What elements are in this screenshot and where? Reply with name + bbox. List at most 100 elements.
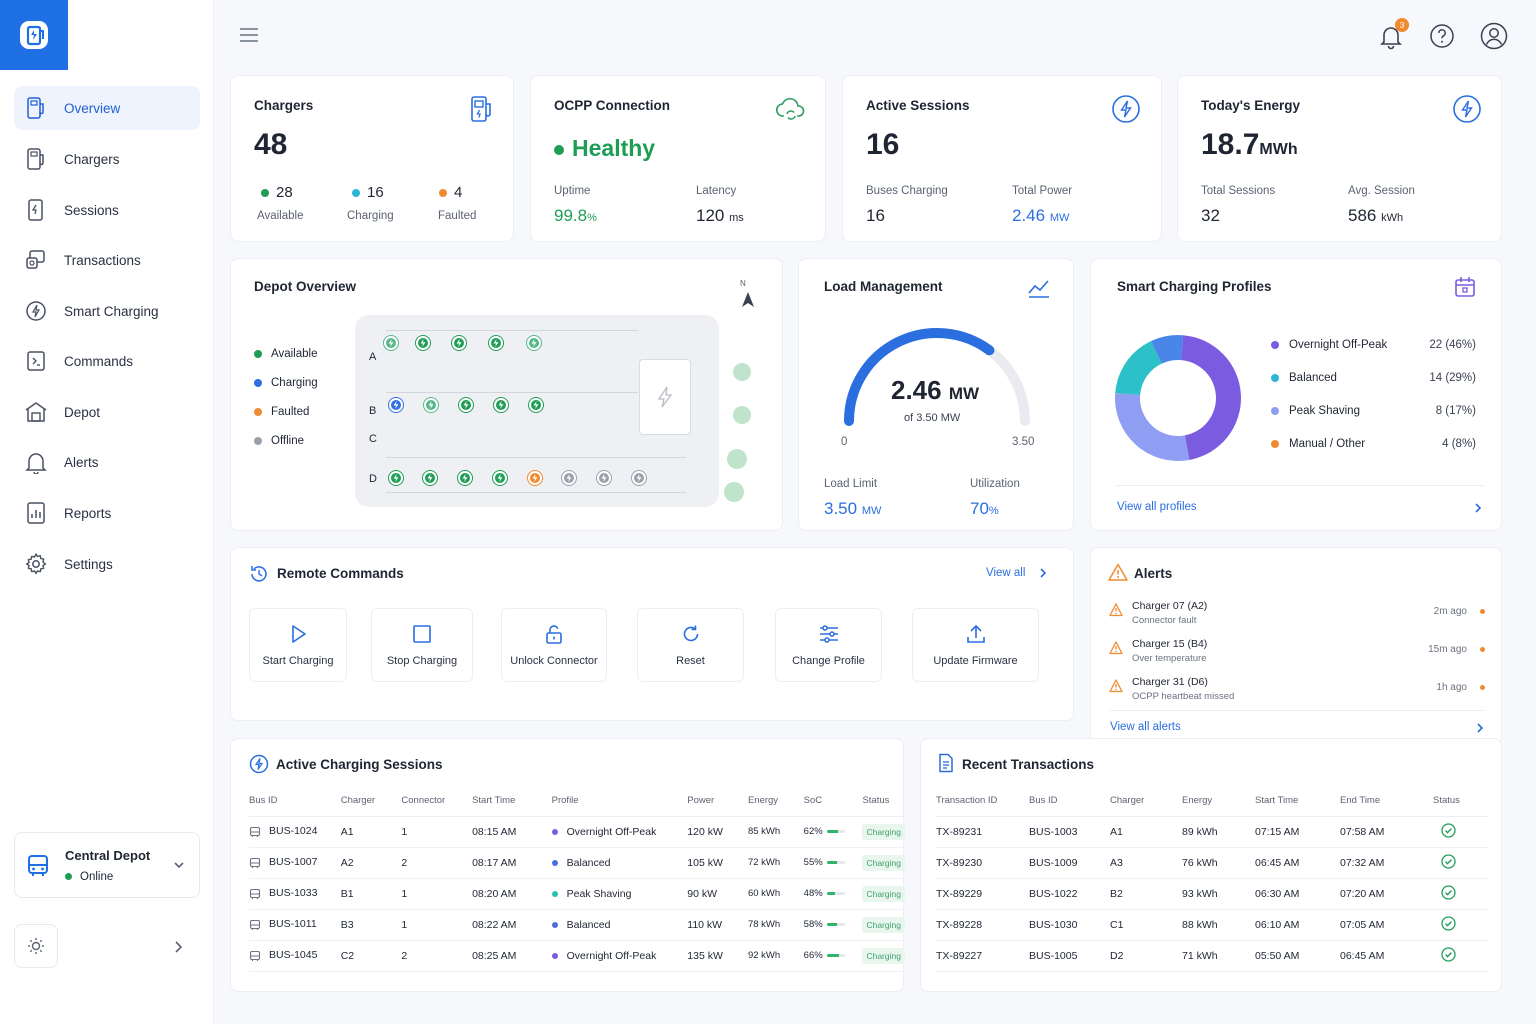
gauge-max-label: 3.50 — [1012, 436, 1035, 448]
status-badge: Charging — [862, 823, 905, 840]
reset-button[interactable]: Reset — [637, 608, 744, 682]
map-line — [386, 392, 638, 393]
charger-marker[interactable] — [597, 471, 611, 485]
todays-energy-card[interactable]: Today's Energy 18.7MWh Total Sessions 32… — [1177, 75, 1502, 242]
start-charging-button[interactable]: Start Charging — [249, 608, 347, 682]
sidebar-item-commands[interactable]: Commands — [14, 339, 200, 383]
chevron-right-icon[interactable] — [1038, 567, 1048, 579]
table-row[interactable]: BUS-1033 B1 1 08:20 AM Peak Shaving 90 kW 60 k… — [249, 878, 905, 910]
commands-icon — [24, 349, 48, 373]
card-title: Remote Commands — [277, 566, 404, 581]
table-row[interactable]: TX-89227 BUS-1005 D2 71 kWh 05:50 AM 06:45 AM — [936, 940, 1488, 972]
charger-marker[interactable] — [493, 471, 507, 485]
alert-item[interactable]: Charger 15 (B4) Over temperature 15m ago — [1109, 638, 1485, 672]
chargers-card[interactable]: Chargers 48 28 Available 16 Charging 4 F… — [230, 75, 514, 242]
stop-charging-button[interactable]: Stop Charging — [371, 608, 473, 682]
soc-bar — [826, 860, 845, 864]
charger-marker[interactable] — [416, 336, 430, 350]
alert-title: Charger 15 (B4) — [1132, 638, 1208, 650]
sidebar-item-transactions[interactable]: Transactions — [14, 238, 200, 282]
sidebar-item-smart-charging[interactable]: Smart Charging — [14, 289, 200, 333]
view-all-commands-link[interactable]: View all — [986, 567, 1026, 579]
table-row[interactable]: TX-89228 BUS-1030 C1 88 kWh 06:10 AM 07:05 AM — [936, 909, 1488, 941]
charger-marker[interactable] — [632, 471, 646, 485]
user-avatar-icon[interactable] — [1480, 22, 1508, 50]
charger-marker[interactable] — [562, 471, 576, 485]
table-row[interactable]: BUS-1007 A2 2 08:17 AM Balanced 105 kW 72 kWh 5… — [249, 847, 905, 879]
depot-status: Online — [65, 871, 113, 883]
ocpp-card[interactable]: OCPP Connection Healthy Uptime 99.8% Lat… — [530, 75, 826, 242]
view-all-profiles-link[interactable]: View all profiles — [1117, 501, 1197, 513]
depot-switcher[interactable]: Central Depot Online — [14, 832, 200, 898]
charger-marker[interactable] — [452, 336, 466, 350]
table-row[interactable]: BUS-1011 B3 1 08:22 AM Balanced 110 kW 78 kWh 5… — [249, 909, 905, 941]
table-row[interactable]: BUS-1024 A1 1 08:15 AM Overnight Off-Peak 120… — [249, 816, 905, 848]
warning-icon — [1108, 563, 1128, 581]
change-profile-button[interactable]: Change Profile — [775, 608, 882, 682]
charger-marker[interactable] — [389, 398, 403, 412]
alert-item[interactable]: Charger 31 (D6) OCPP heartbeat missed 1h a… — [1109, 676, 1485, 710]
utilization-label: Utilization — [970, 478, 1020, 490]
status-cell: Charging — [862, 816, 905, 848]
sidebar-item-sessions[interactable]: Sessions — [14, 188, 200, 232]
table-row[interactable]: TX-89231 BUS-1003 A1 89 kWh 07:15 AM 07:58 AM — [936, 816, 1488, 848]
chevron-right-icon[interactable] — [1475, 722, 1485, 734]
legend-dot — [254, 378, 262, 387]
view-all-alerts-link[interactable]: View all alerts — [1110, 721, 1181, 733]
energy-cell: 89 kWh — [1182, 816, 1255, 848]
app-logo[interactable] — [0, 0, 68, 70]
charger-marker[interactable] — [494, 398, 508, 412]
sidebar-item-settings[interactable]: Settings — [14, 542, 200, 586]
charger-cell: A3 — [1110, 847, 1182, 879]
reports-icon — [24, 501, 48, 525]
charger-marker[interactable] — [424, 398, 438, 412]
table-row[interactable]: TX-89230 BUS-1009 A3 76 kWh 06:45 AM 07:32 AM — [936, 847, 1488, 879]
charger-marker[interactable] — [528, 471, 542, 485]
menu-icon[interactable] — [238, 26, 260, 44]
sidebar-item-alerts[interactable]: Alerts — [14, 440, 200, 484]
help-icon[interactable] — [1429, 23, 1455, 49]
chevron-down-icon[interactable] — [173, 859, 185, 871]
sidebar-item-reports[interactable]: Reports — [14, 491, 200, 535]
stop-icon — [411, 623, 433, 655]
sidebar-item-depot[interactable]: Depot — [14, 390, 200, 434]
profile-name: Overnight Off-Peak — [1289, 339, 1388, 351]
charger-marker[interactable] — [389, 471, 403, 485]
status-cell: Charging — [862, 909, 905, 941]
update-firmware-button[interactable]: Update Firmware — [912, 608, 1039, 682]
legend-dot — [1271, 406, 1279, 415]
bus-cell: BUS-1024 — [249, 816, 341, 848]
charger-marker[interactable] — [423, 471, 437, 485]
charger-marker[interactable] — [384, 336, 398, 350]
command-label: Update Firmware — [933, 655, 1018, 667]
charger-cell: B1 — [340, 878, 402, 910]
sessions-table-wrap: Bus ID Charger Connector Start Time Profile P… — [249, 786, 905, 972]
notifications-button[interactable]: 3 — [1378, 18, 1409, 50]
collapse-sidebar-icon[interactable] — [172, 940, 184, 954]
profile-cell: Overnight Off-Peak — [551, 940, 688, 972]
charger-marker[interactable] — [459, 398, 473, 412]
active-sessions-card[interactable]: Active Sessions 16 Buses Charging 16 Tot… — [842, 75, 1162, 242]
alert-item[interactable]: Charger 07 (A2) Connector fault 2m ago — [1109, 600, 1485, 634]
sidebar-item-overview[interactable]: Overview — [14, 86, 200, 130]
chevron-right-icon[interactable] — [1473, 502, 1483, 514]
sidebar-item-chargers[interactable]: Chargers — [14, 137, 200, 181]
bus-icon — [25, 853, 51, 879]
charger-marker[interactable] — [527, 336, 541, 350]
bus-icon — [249, 825, 269, 837]
charger-marker[interactable] — [458, 471, 472, 485]
table-row[interactable]: BUS-1045 C2 2 08:25 AM Overnight Off-Peak 135… — [249, 940, 905, 972]
sidebar-item-label: Settings — [64, 556, 113, 572]
bolt-circle-icon — [249, 754, 269, 774]
unlock-connector-button[interactable]: Unlock Connector — [501, 608, 607, 682]
status-badge: Charging — [862, 885, 905, 902]
table-row[interactable]: TX-89229 BUS-1022 B2 93 kWh 06:30 AM 07:20 AM — [936, 878, 1488, 910]
load-limit-label: Load Limit — [824, 478, 878, 490]
soc-bar — [826, 953, 845, 957]
charger-marker[interactable] — [489, 336, 503, 350]
charger-cell: B3 — [340, 909, 402, 941]
charger-marker[interactable] — [529, 398, 543, 412]
energy-cell: 78 kWh — [747, 909, 804, 941]
theme-toggle-button[interactable] — [14, 924, 58, 968]
connector-cell: 1 — [401, 878, 473, 910]
